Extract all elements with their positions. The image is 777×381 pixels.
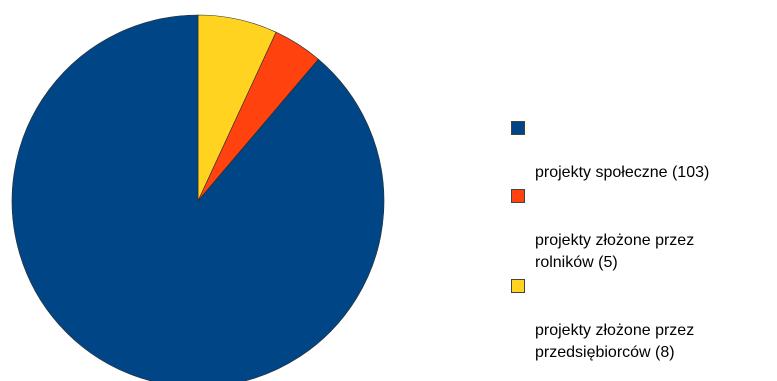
legend-swatch-projekty-spoleczne (511, 121, 525, 135)
legend-item-projekty-spoleczne: projekty społeczne (103) (511, 118, 777, 184)
legend-swatch-projekty-rolnikow (511, 189, 525, 203)
legend-label-projekty-spoleczne: projekty społeczne (103) (535, 164, 710, 181)
legend-label-projekty-przedsiebiorcow: projekty złożone przez przedsiębiorców (… (535, 322, 695, 361)
legend-item-projekty-rolnikow: projekty złożone przez rolników (5) (511, 186, 777, 274)
legend-label-projekty-rolnikow: projekty złożone przez rolników (5) (535, 232, 695, 271)
pie-slice-projekty-spoleczne (11, 14, 385, 381)
legend-item-projekty-przedsiebiorcow: projekty złożone przez przedsiębiorców (… (511, 276, 777, 364)
legend-swatch-projekty-przedsiebiorcow (511, 279, 525, 293)
legend: projekty społeczne (103) projekty złożon… (511, 118, 777, 366)
pie-chart (11, 14, 385, 381)
